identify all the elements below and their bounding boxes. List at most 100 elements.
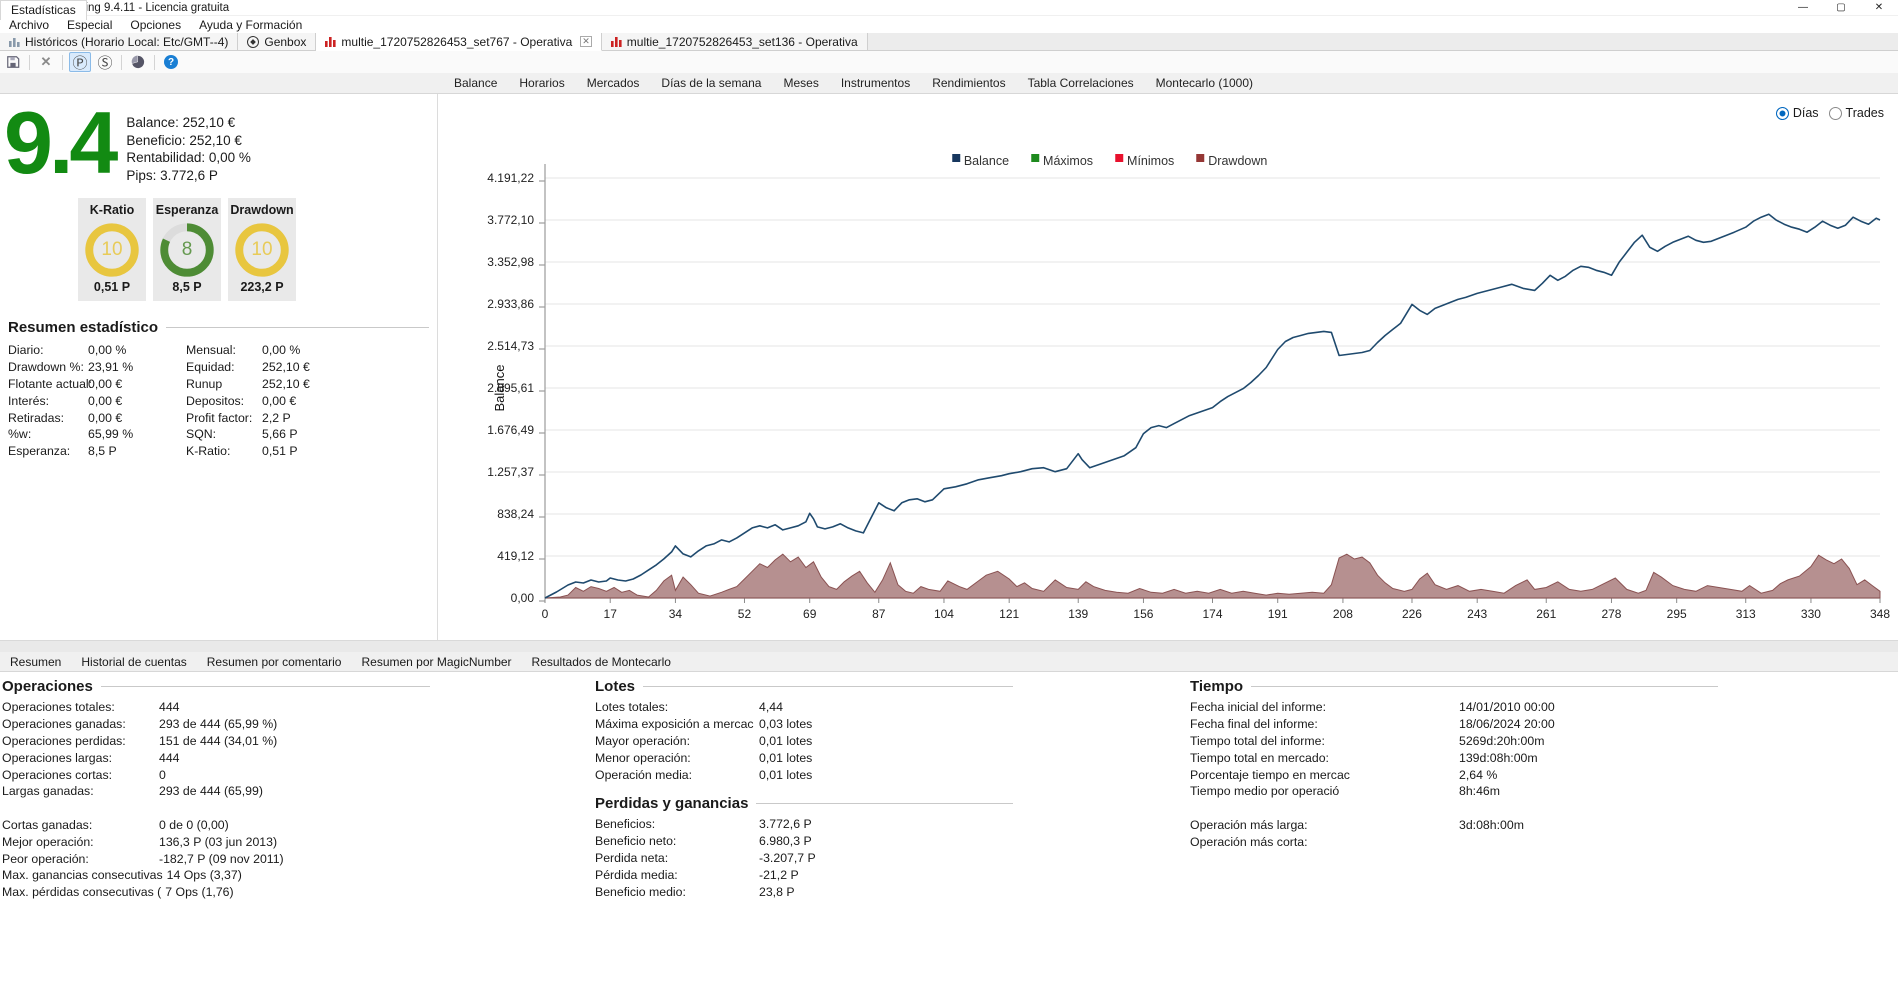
tab-estadisticas[interactable]: Estadísticas [0, 0, 87, 20]
stat-row: Operaciones largas: 444 [2, 749, 430, 766]
toolbar-separator [29, 54, 30, 70]
menu-item[interactable]: Especial [67, 17, 113, 32]
stat-row: Esperanza: 8,5 P K-Ratio: 0,51 P [8, 443, 437, 460]
stat-row: Operaciones ganadas: 293 de 444 (65,99 %… [2, 716, 430, 733]
help-button[interactable]: ? [161, 53, 181, 71]
save-icon [7, 56, 20, 68]
save-button[interactable] [3, 53, 23, 71]
stat-row: Lotes totales: 4,44 [595, 699, 1013, 716]
pips-toggle-button[interactable]: Ⓟ [69, 52, 91, 72]
chart-tab[interactable]: Balance [454, 76, 498, 90]
tab-genbox[interactable]: Genbox [238, 33, 317, 50]
legend-swatch [1031, 154, 1040, 162]
stat-value: 252,10 € [262, 376, 310, 391]
chart-tab[interactable]: Meses [783, 76, 819, 90]
tab-label: Históricos (Horario Local: Etc/GMT--4) [25, 34, 229, 49]
close-button[interactable]: ✕ [1874, 2, 1884, 13]
menu-item[interactable]: Ayuda y Formación [199, 17, 303, 32]
stat-label: Máxima exposición a mercac [595, 717, 754, 732]
radio-icon [1828, 106, 1842, 120]
chart-tab[interactable]: Instrumentos [840, 76, 911, 90]
stat-value: 8h:46m [1459, 784, 1501, 799]
bottom-tab[interactable]: Resumen por MagicNumber [361, 655, 512, 669]
header-rule [166, 327, 429, 328]
stat-row: Fecha final del informe: 18/06/2024 20:0… [1190, 716, 1718, 733]
stat-row: %w: 65,99 % SQN: 5,66 P [8, 426, 437, 443]
stat-value: 0,03 lotes [759, 717, 813, 732]
balance-line: Balance: 252,10 € [126, 115, 236, 130]
stat-value: 4,44 [759, 700, 783, 715]
stat-row: Menor operación: 0,01 lotes [595, 749, 1013, 766]
stat-label: Max. pérdidas consecutivas ( [2, 885, 162, 900]
stat-row: Drawdown %: 23,91 % Equidad: 252,10 € [8, 359, 437, 376]
chart-tab[interactable]: Mercados [586, 76, 640, 90]
document-tab-bar: Históricos (Horario Local: Etc/GMT--4) G… [0, 33, 1898, 51]
chart-unit-radios: Días Trades [1775, 106, 1884, 120]
minimize-button[interactable]: — [1798, 2, 1808, 13]
stat-label: Operaciones largas: [2, 750, 113, 765]
tab-label: multie_1720752826453_set767 - Operativa [341, 34, 573, 49]
stat-label: Tiempo medio por operació [1190, 784, 1340, 799]
stat-label: Esperanza: [8, 444, 71, 459]
chart-tab[interactable]: Montecarlo (1000) [1155, 76, 1254, 90]
stat-label: Equidad: [186, 360, 235, 375]
radio-trades[interactable]: Trades [1828, 106, 1884, 120]
stat-value: -182,7 P (09 nov 2011) [159, 851, 284, 866]
bottom-tab[interactable]: Resultados de Montecarlo [531, 655, 671, 669]
stat-label: Operaciones cortas: [2, 767, 113, 782]
stat-value: 139d:08h:00m [1459, 750, 1538, 765]
stat-value: 293 de 444 (65,99 %) [159, 717, 278, 732]
stat-row: Max. ganancias consecutivas 14 Ops (3,37… [2, 867, 430, 884]
stat-label: Peor operación: [2, 851, 89, 866]
stat-value: 23,8 P [759, 884, 795, 899]
svg-text:330: 330 [1801, 607, 1821, 621]
pie-chart-button[interactable] [128, 53, 148, 71]
bottom-tab[interactable]: Resumen [10, 655, 62, 669]
stat-value: 0,01 lotes [759, 767, 813, 782]
stat-value: 293 de 444 (65,99) [159, 784, 263, 799]
stat-label: Beneficio medio: [595, 884, 686, 899]
bottom-tab[interactable]: Historial de cuentas [81, 655, 187, 669]
radio-dias[interactable]: Días [1775, 106, 1819, 120]
stat-label: Fecha inicial del informe: [1190, 700, 1327, 715]
stat-row: Tiempo medio por operació 8h:46m [1190, 783, 1718, 800]
svg-text:174: 174 [1202, 607, 1222, 621]
legend-item: Balance [951, 154, 1009, 168]
lotes-section: Lotes Lotes totales: 4,44 Máxima exposic… [595, 672, 1013, 900]
tab-close-icon[interactable]: ✕ [580, 36, 592, 47]
stat-label: Retiradas: [8, 410, 65, 425]
stat-row: Mejor operación: 136,3 P (03 jun 2013) [2, 833, 430, 850]
chart-tab[interactable]: Tabla Correlaciones [1027, 76, 1134, 90]
stat-label: Menor operación: [595, 750, 691, 765]
stat-value: 2,64 % [1459, 767, 1498, 782]
tab-set136[interactable]: multie_1720752826453_set136 - Operativa [601, 33, 868, 50]
stat-value: 0,00 € [88, 376, 123, 391]
chart-tab[interactable]: Horarios [519, 76, 565, 90]
stat-row: Peor operación: -182,7 P (09 nov 2011) [2, 850, 430, 867]
chart-tab[interactable]: Días de la semana [661, 76, 762, 90]
svg-text:208: 208 [1333, 607, 1353, 621]
legend-swatch [951, 154, 960, 162]
menu-item[interactable]: Archivo [9, 17, 50, 32]
stat-value: 0,00 € [88, 393, 123, 408]
bottom-tab[interactable]: Resumen por comentario [206, 655, 342, 669]
menu-item[interactable]: Opciones [130, 17, 182, 32]
stat-row: Operaciones totales: 444 [2, 699, 430, 716]
chart-tab-bar: Balance Horarios Mercados Días de la sem… [443, 73, 1264, 93]
stat-label: Operación más corta: [1190, 834, 1308, 849]
chart-legend: Balance Máximos Mínimos Drawdown [951, 154, 1267, 168]
tab-historicos[interactable]: Históricos (Horario Local: Etc/GMT--4) [0, 33, 239, 50]
header-rule [100, 686, 430, 687]
svg-text:Balance: Balance [492, 365, 507, 412]
stat-row: Largas ganadas: 293 de 444 (65,99) [2, 783, 430, 800]
stat-row: Cortas ganadas: 0 de 0 (0,00) [2, 817, 430, 834]
close-report-button[interactable]: ✕ [40, 54, 52, 69]
currency-toggle-button[interactable]: Ⓢ [97, 54, 113, 72]
svg-text:156: 156 [1133, 607, 1153, 621]
chart-tab[interactable]: Rendimientos [932, 76, 1006, 90]
maximize-button[interactable]: ▢ [1836, 2, 1846, 13]
stat-label: Mejor operación: [2, 834, 94, 849]
tab-set767[interactable]: multie_1720752826453_set767 - Operativa … [316, 33, 602, 51]
gauge-k-ratio: K-Ratio 10 0,51 P [78, 198, 146, 301]
